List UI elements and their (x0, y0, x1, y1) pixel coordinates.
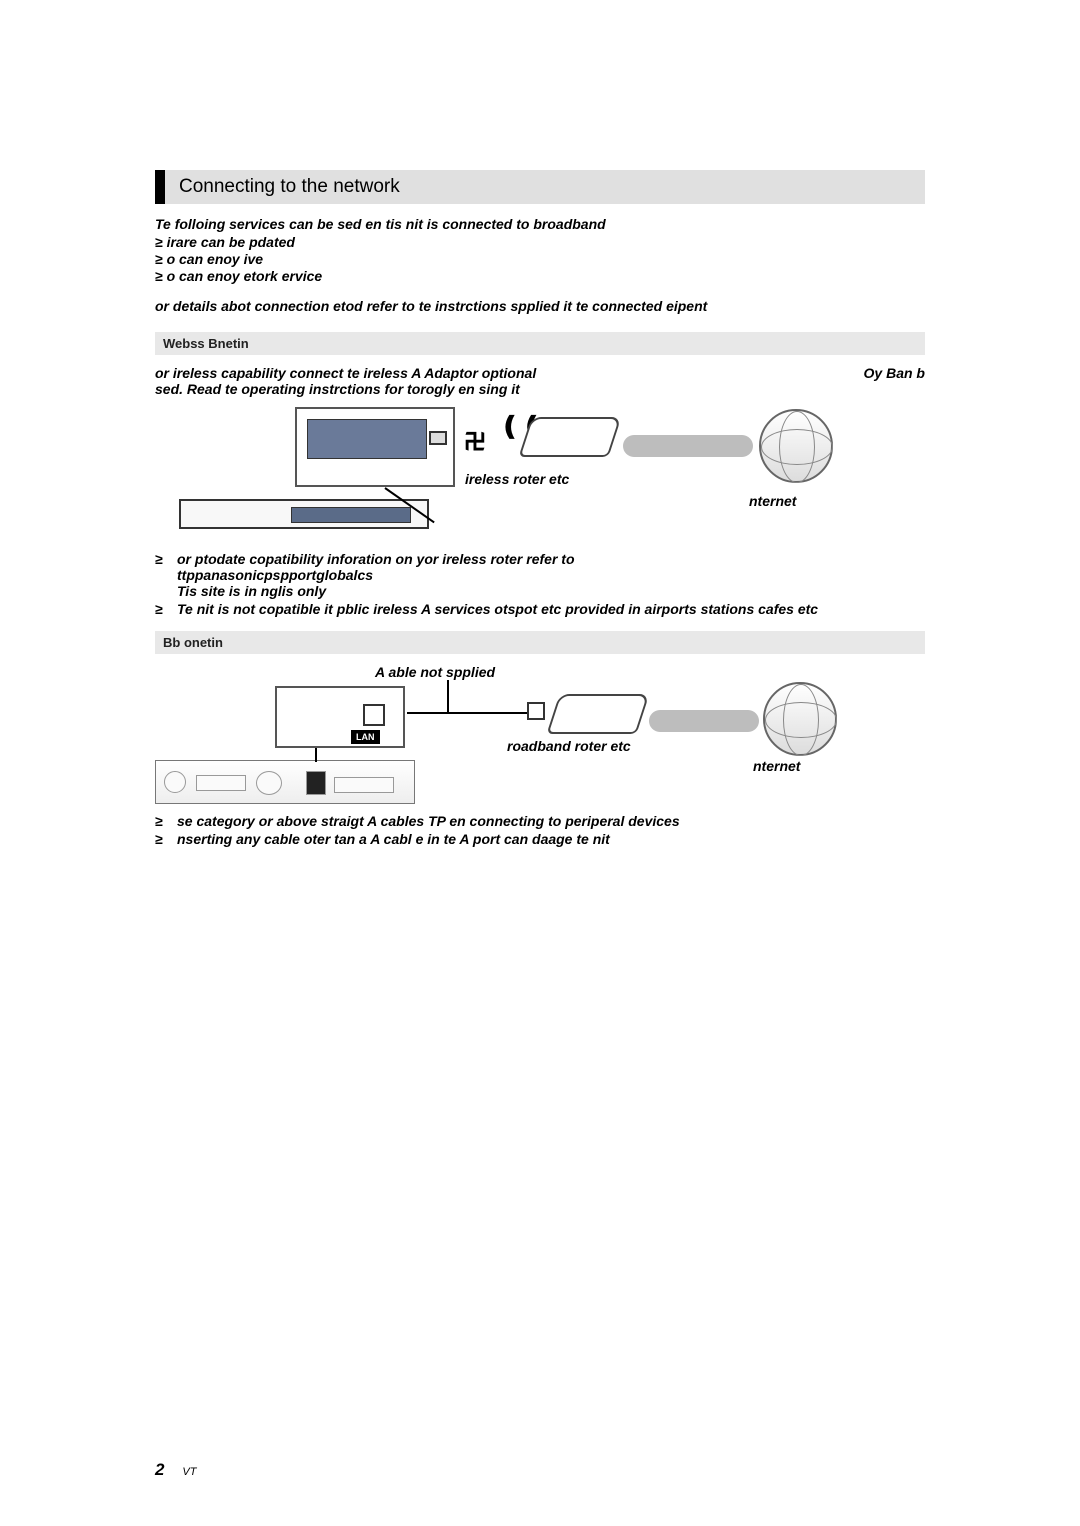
lan-tag: LAN (351, 730, 380, 744)
lan-diagram: A able not spplied LAN roadband roter et… (155, 664, 925, 799)
wireless-note: or ptodate copatibility inforation on yo… (155, 551, 925, 599)
section-header: Connecting to the network (155, 170, 925, 204)
wireless-router-label: ireless roter etc (465, 471, 569, 487)
model-code: VT (182, 1466, 196, 1478)
wireless-notes: or ptodate copatibility inforation on yo… (155, 551, 925, 617)
rear-panel-closeup: LAN (275, 686, 405, 748)
player-front (291, 507, 411, 523)
broadband-router-icon (547, 694, 650, 734)
wireless-intro: or ireless capability connect te ireless… (155, 365, 925, 397)
panel-slot (256, 771, 282, 795)
lan-heading: Bb onetin (155, 631, 925, 654)
panel-slot (306, 771, 326, 795)
player-unit (179, 499, 429, 529)
lan-globe-icon (763, 682, 837, 756)
adaptor-box (295, 407, 455, 487)
intro-bullets: irare can be pdated o can enoy ive o can… (155, 234, 925, 284)
router-port-icon (527, 702, 545, 720)
lan-port-icon (363, 704, 385, 726)
panel-slot (334, 777, 394, 793)
lan-internet-label: nternet (753, 758, 800, 774)
page-number: 2 (155, 1460, 164, 1479)
lan-notes: se category or above straigt A cables TP… (155, 813, 925, 847)
panel-leader (315, 748, 317, 762)
intro-text: Te folloing services can be sed en tis n… (155, 216, 925, 232)
wireless-router-icon (519, 417, 622, 457)
connector-pill (623, 435, 753, 457)
adaptor-inner (307, 419, 427, 459)
page-footer: 2 VT (155, 1460, 196, 1480)
wireless-heading: Webss Bnetin (155, 332, 925, 355)
globe-icon (759, 409, 833, 483)
section-title: Connecting to the network (179, 176, 400, 197)
lan-cable-line (407, 712, 527, 714)
wireless-internet-label: nternet (749, 493, 796, 509)
intro-bullet: irare can be pdated (155, 234, 925, 250)
intro-bullet: o can enoy ive (155, 251, 925, 267)
wireless-note: Te nit is not copatible it pblic ireless… (155, 601, 925, 617)
back-panel (155, 760, 415, 804)
wireless-line1a: or ireless capability connect te ireless… (155, 365, 536, 381)
details-text: or details abot connection etod refer to… (155, 298, 925, 314)
panel-slot (164, 771, 186, 793)
wireless-line1b: Oy Ban b (864, 365, 925, 381)
intro-bullet: o can enoy etork ervice (155, 268, 925, 284)
lan-note: se category or above straigt A cables TP… (155, 813, 925, 829)
lan-router-label: roadband roter etc (507, 738, 631, 754)
panel-slot (196, 775, 246, 791)
lan-cable-leader (447, 680, 449, 712)
lan-note: nserting any cable oter tan a A cabl e i… (155, 831, 925, 847)
wireless-line2: sed. Read te operating instrctions for t… (155, 381, 520, 397)
lan-connector-pill (649, 710, 759, 732)
adaptor-usb (429, 431, 447, 445)
lan-cable-label: A able not spplied (375, 664, 495, 680)
wireless-diagram: ࿖ ❪❪ ireless roter etc nternet (155, 407, 925, 537)
